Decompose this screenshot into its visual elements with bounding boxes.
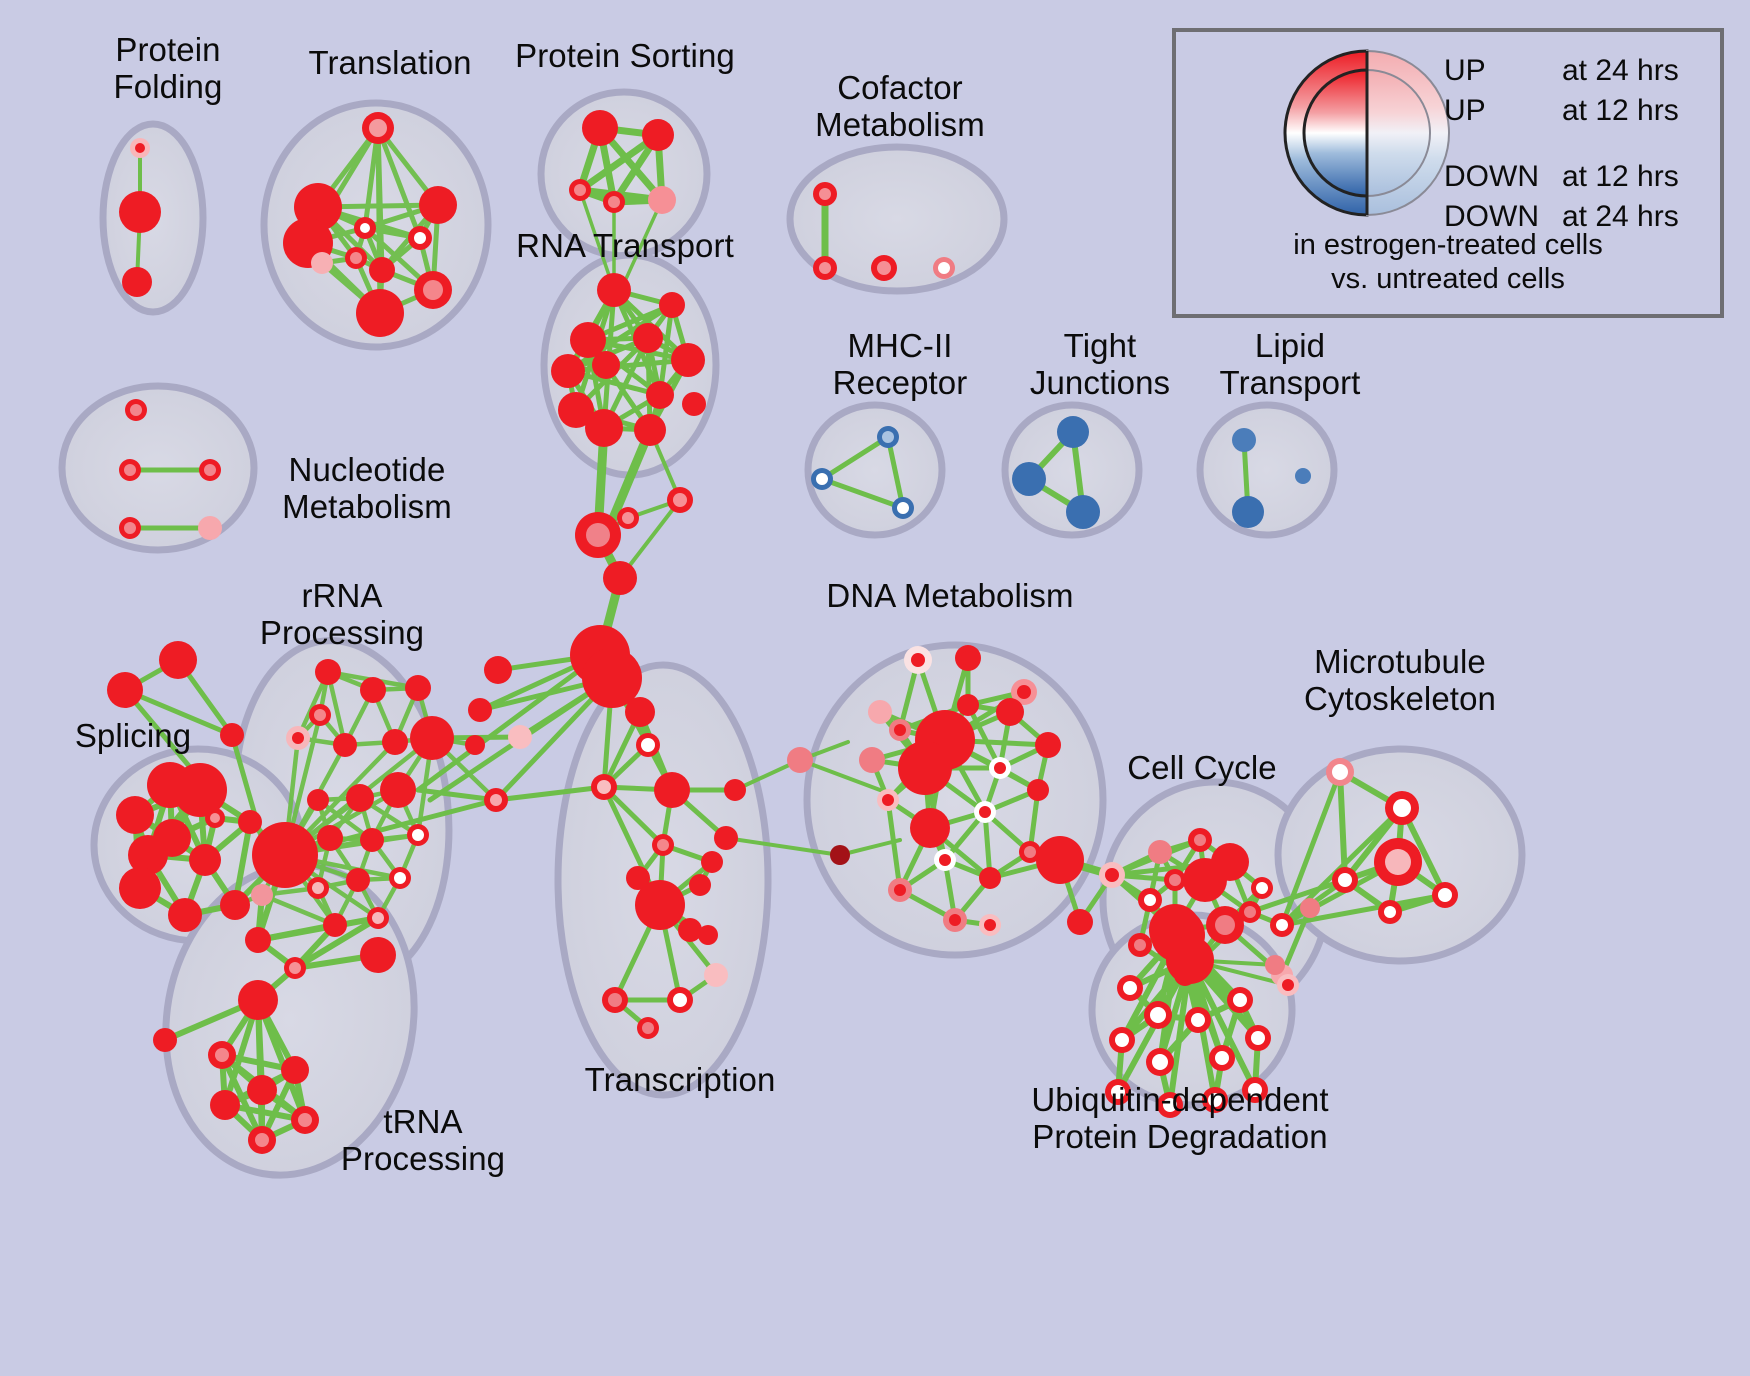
cluster-label-transcription: Transcription <box>584 1061 776 1098</box>
cluster-label-protein-sorting: Protein Sorting <box>515 37 735 74</box>
legend-timepoint: at 24 hrs <box>1562 200 1679 233</box>
cluster-nodes-microtubule <box>1326 758 1458 924</box>
legend-row-down-24: DOWN at 24 hrs <box>1444 200 1722 240</box>
legend-color-wheel <box>1283 49 1450 217</box>
cluster-label-rna-transport: RNA Transport <box>516 227 734 264</box>
cluster-label-mhc-ii-receptor: MHC-II Receptor <box>832 327 968 401</box>
legend-panel: UP at 24 hrs UP at 12 hrs DOWN at 12 hrs… <box>1172 28 1724 318</box>
hull-tight-junctions <box>1001 401 1143 539</box>
cluster-nodes-ubiquitin-degradation <box>1105 908 1299 1118</box>
cluster-label-trna-processing: tRNA Processing <box>340 1103 506 1177</box>
hull-cofactor <box>786 143 1008 295</box>
cluster-nodes-translation <box>283 112 457 337</box>
legend-row-up-12: UP at 12 hrs <box>1444 94 1722 134</box>
cluster-label-rrna-processing: rRNA Processing <box>259 577 425 651</box>
legend-direction: UP <box>1444 54 1486 87</box>
legend-direction: UP <box>1444 94 1486 127</box>
cluster-nodes-mhc-ii-receptor <box>811 426 914 519</box>
cluster-nodes-cofactor-metabolism <box>813 182 955 281</box>
cluster-nodes-dna-metabolism <box>859 645 1093 936</box>
legend-row-down-12: DOWN at 12 hrs <box>1444 160 1722 200</box>
legend-direction: DOWN <box>1444 200 1539 233</box>
cluster-nodes-splicing <box>107 641 273 932</box>
cluster-label-tight-junctions: Tight Junctions <box>1029 327 1171 401</box>
cluster-label-lipid-transport: Lipid Transport <box>1219 327 1361 401</box>
cluster-nodes-protein-sorting <box>569 110 676 214</box>
cluster-label-microtubule-cytoskeleton: Microtubule Cytoskeleton <box>1304 643 1496 717</box>
cluster-nodes-rna-transport <box>551 273 706 447</box>
hull-lipid-transport <box>1196 401 1338 539</box>
cluster-label-translation: Translation <box>308 44 472 81</box>
cluster-nodes-trna-processing <box>153 927 319 1154</box>
cluster-label-splicing: Splicing <box>74 717 192 754</box>
cluster-nodes-lipid-transport <box>1232 428 1311 528</box>
cluster-label-dna-metabolism: DNA Metabolism <box>826 577 1074 614</box>
cluster-nodes-tight-junctions <box>1012 416 1100 529</box>
legend-direction: DOWN <box>1444 160 1539 193</box>
network-nodes <box>107 110 1458 1154</box>
cluster-label-cofactor-metabolism: Cofactor Metabolism <box>815 69 985 143</box>
chain-nodes-central <box>465 487 693 812</box>
cluster-nodes-transcription <box>591 697 746 1039</box>
cluster-nodes-nucleotide-metabolism <box>119 399 222 540</box>
legend-timepoint: at 24 hrs <box>1562 54 1679 87</box>
legend-row-up-24: UP at 24 hrs <box>1444 54 1722 94</box>
legend-footer: in estrogen-treated cells vs. untreated … <box>1293 229 1603 296</box>
cluster-label-ubiquitin-degradation: Ubiquitin-dependent Protein Degradation <box>1031 1081 1329 1155</box>
cluster-label-cell-cycle: Cell Cycle <box>1127 749 1277 786</box>
cluster-nodes-rrna-processing <box>252 659 454 973</box>
bridge-nodes <box>787 747 850 865</box>
legend-timepoint: at 12 hrs <box>1562 94 1679 127</box>
cluster-nodes-protein-folding <box>119 138 161 297</box>
cluster-label-nucleotide-metabolism: Nucleotide Metabolism <box>282 451 452 525</box>
cluster-label-protein-folding: Protein Folding <box>113 31 223 105</box>
legend-timepoint: at 12 hrs <box>1562 160 1679 193</box>
